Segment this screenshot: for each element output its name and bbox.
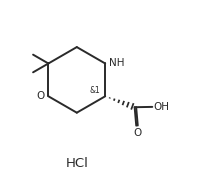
Text: O: O	[133, 128, 141, 138]
Text: HCl: HCl	[65, 157, 88, 171]
Text: NH: NH	[109, 58, 125, 68]
Text: &1: &1	[90, 86, 100, 95]
Text: OH: OH	[153, 102, 169, 112]
Text: O: O	[36, 91, 44, 101]
